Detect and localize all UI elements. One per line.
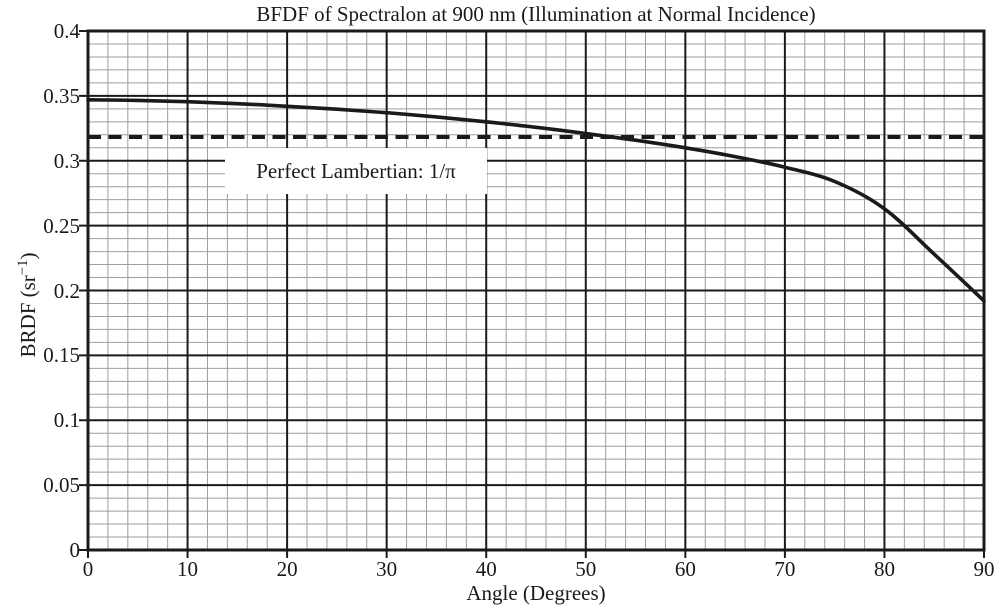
y-tick-label-0.35: 0.35 [43, 83, 80, 108]
x-tick-label-10: 10 [177, 557, 199, 581]
x-tick-label-20: 20 [276, 557, 298, 581]
x-tick-label-40: 40 [475, 557, 497, 581]
y-tick-label-0.05: 0.05 [43, 473, 80, 498]
x-tick-label-0: 0 [82, 557, 94, 581]
lambertian-annotation: Perfect Lambertian: 1/π [225, 148, 487, 194]
x-axis-label: Angle (Degrees) [466, 581, 606, 605]
y-tick-label-0.15: 0.15 [43, 343, 80, 368]
x-tick-label-60: 60 [674, 557, 696, 581]
y-tick-label-0.2: 0.2 [53, 278, 80, 303]
y-tick-label-0.4: 0.4 [53, 19, 80, 43]
x-tick-label-70: 70 [774, 557, 796, 581]
x-tick-label-30: 30 [376, 557, 398, 581]
x-tick-label-90: 90 [973, 557, 994, 581]
y-tick-label-0.3: 0.3 [53, 148, 80, 173]
axis-ticks [79, 30, 985, 558]
brdf-curve [86, 98, 986, 303]
major-grid [88, 31, 984, 550]
plot-frame [86, 29, 986, 552]
y-axis-label-close: ) [16, 252, 40, 260]
chart-title: BFDF of Spectralon at 900 nm (Illuminati… [256, 2, 816, 26]
y-tick-label-0: 0 [69, 538, 81, 562]
y-tick-label-0.1: 0.1 [53, 408, 80, 433]
y-axis-label-superscript: −1 [15, 259, 31, 276]
x-tick-label-80: 80 [873, 557, 895, 581]
x-tick-label-50: 50 [575, 557, 597, 581]
y-tick-label-0.25: 0.25 [43, 213, 80, 238]
